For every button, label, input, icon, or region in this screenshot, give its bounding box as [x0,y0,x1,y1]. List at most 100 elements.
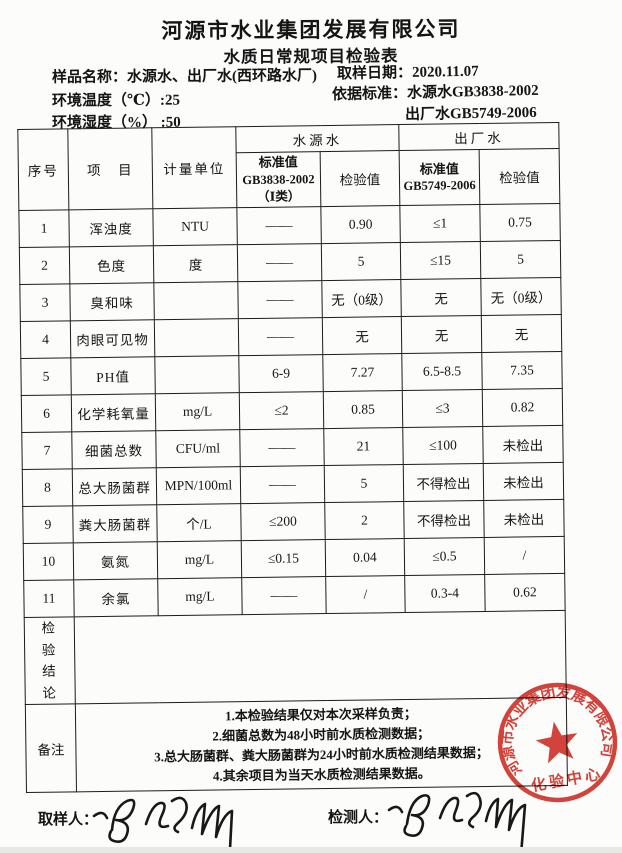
sample-name-value: 水源水、出厂水(西环路水厂) [126,68,318,86]
cell-std1: ≤0.15 [241,539,326,578]
reference-standard-source-water: 水源水GB3838-2002 [406,82,539,102]
cell-std1: —— [238,317,323,356]
sampling-date-value: 2020.11.07 [411,63,479,81]
cell-std2: ≤100 [402,426,484,465]
cell-item: 总大肠菌群 [72,467,157,506]
remarks-label: 备注 [25,704,77,793]
cell-item: 细菌总数 [71,430,157,469]
standard-label: 标准值 [419,161,459,177]
cell-val1: 7.27 [322,353,403,392]
standard-code: GB3838-2002 [242,172,315,188]
cell-unit: 个/L [156,503,242,542]
cell-val2: 未检出 [483,462,564,501]
cell-seq: 6 [21,394,72,433]
cell-val2: 无（0级） [480,277,562,316]
company-seal: 河源市水业集团发展有限公司 化验中心 [489,674,620,803]
sample-name-label: 样品名称： [51,69,128,86]
cell-val2: 7.35 [481,351,563,390]
header-source-water: 水源水 [235,124,400,153]
header-seq: 序号 [17,128,69,211]
cell-seq: 1 [18,209,70,248]
cell-item: 余氯 [73,578,159,617]
star-icon [535,721,578,764]
cell-seq: 10 [23,542,74,581]
cell-val1: 无 [322,316,402,355]
cell-item: 化学耗氧量 [71,393,156,432]
sample-name: 样品名称：水源水、出厂水(西环路水厂) [52,64,317,87]
tester-label: 检测人： [328,810,389,826]
header-test-value-outlet: 检验值 [479,148,560,205]
cell-val2: 未检出 [483,499,565,538]
header-standard-gb3838: 标准值 GB3838-2002 （Ⅰ类） [236,151,321,208]
cell-unit [153,281,239,320]
cell-seq: 7 [21,431,73,470]
cell-unit: NTU [152,207,238,246]
cell-unit: mg/L [157,577,243,616]
cell-std1: —— [241,576,327,615]
cell-std2: 不得检出 [403,500,485,539]
cell-std2: 不得检出 [403,463,484,502]
cell-unit [154,318,239,357]
cell-unit: mg/L [157,540,242,579]
cell-item: PH值 [70,356,156,395]
cell-unit: CFU/ml [155,429,241,468]
cell-item: 色度 [69,245,154,284]
cell-std2: ≤15 [400,241,481,280]
cell-unit: MPN/100ml [156,466,241,505]
cell-val1: 0.04 [325,538,405,577]
ambient-temperature: 环境温度（℃）:25 [51,92,181,110]
cell-std1: ≤200 [240,502,326,541]
cell-std2: 无 [400,278,482,317]
header-outlet-water: 出厂水 [398,122,560,151]
header-standard-gb5749: 标准值 GB5749-2006 [399,149,480,206]
cell-val2: 5 [480,240,561,279]
sampler-label: 取样人： [38,812,99,828]
cell-seq: 3 [19,283,71,322]
cell-std2: 0.3-4 [404,574,486,613]
cell-val2: 无 [481,314,562,353]
cell-val2: 0.62 [484,573,566,612]
cell-item: 粪大肠菌群 [72,504,158,543]
scan-edge-shadow [0,847,622,853]
cell-unit: 度 [153,244,238,283]
cell-item: 肉眼可见物 [70,319,155,358]
cell-val1: 无（0级） [321,279,402,318]
cell-std1: ≤2 [239,391,324,430]
cell-seq: 2 [19,246,70,285]
header-unit: 计量单位 [151,126,237,209]
cell-val1: 2 [324,501,405,540]
cell-item: 氨氮 [73,541,158,580]
header-item: 项 目 [67,127,153,210]
cell-seq: 4 [20,320,71,359]
cell-val1: 0.85 [323,390,403,429]
cell-std1: —— [236,206,322,245]
cell-seq: 8 [22,468,73,507]
cell-std1: —— [239,428,325,467]
header-test-value-source: 检验值 [320,150,400,207]
cell-val1: 5 [321,242,401,281]
sampler-signature [92,796,234,853]
cell-std2: ≤3 [402,389,483,428]
standard-label: 标准值 [258,154,298,171]
cell-std2: 无 [401,315,482,354]
standard-class: （Ⅰ类） [256,189,301,204]
seal-ring [497,682,618,803]
conclusion-label: 检验结论 [24,616,76,705]
cell-std2: ≤1 [399,204,481,243]
cell-std1: 6-9 [238,354,324,393]
cell-std1: —— [237,243,322,282]
tester-signature [387,791,527,853]
cell-val2: 未检出 [482,425,564,464]
cell-std1: —— [240,465,325,504]
cell-item: 臭和味 [69,282,155,321]
standard-code: GB5749-2006 [403,178,476,194]
cell-val2: / [484,536,565,575]
cell-val1: 5 [324,464,404,503]
reference-standard-outlet-water: 出厂水GB5749-2006 [404,104,537,124]
cell-val2: 0.75 [479,203,561,242]
cell-std2: 6.5-8.5 [401,352,483,391]
cell-std1: —— [237,280,323,319]
cell-unit: mg/L [155,392,240,431]
cell-seq: 9 [22,505,74,544]
